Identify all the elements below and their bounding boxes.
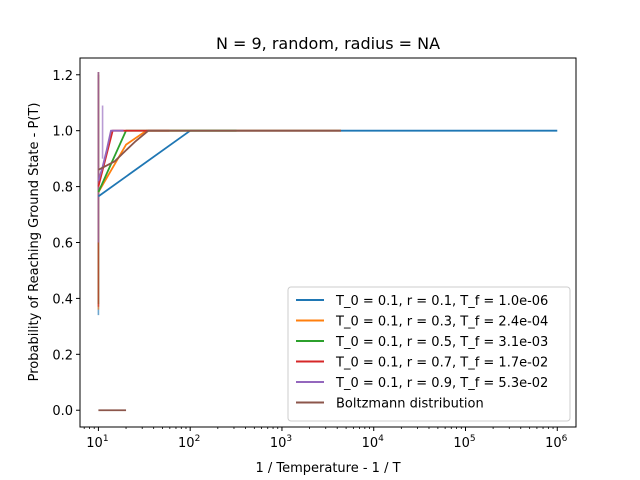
- x-tick-label: 104: [362, 434, 385, 451]
- chart-title: N = 9, random, radius = NA: [216, 34, 440, 53]
- legend-label-6: Boltzmann distribution: [336, 397, 484, 412]
- legend: T_0 = 0.1, r = 0.1, T_f = 1.0e-06 T_0 = 0…: [287, 286, 571, 422]
- y-tick-label: 0.2: [52, 348, 73, 363]
- x-tick-label: 102: [178, 434, 200, 451]
- legend-label-3: T_0 = 0.1, r = 0.5, T_f = 3.1e-03: [335, 335, 548, 350]
- legend-label-5: T_0 = 0.1, r = 0.9, T_f = 5.3e-02: [335, 376, 548, 391]
- legend-label-2: T_0 = 0.1, r = 0.3, T_f = 2.4e-04: [335, 315, 548, 330]
- x-tick-label: 103: [270, 434, 292, 451]
- series-lines: [97, 129, 558, 412]
- y-tick-label: 1.2: [52, 69, 73, 84]
- y-axis-label: Probability of Reaching Ground State - P…: [27, 103, 42, 382]
- x-tick-label: 101: [86, 434, 108, 451]
- series-6-line: [97, 129, 342, 171]
- y-tick-label: 1.0: [52, 125, 73, 140]
- y-tick-label: 0.8: [52, 181, 73, 196]
- x-axis-label: 1 / Temperature - 1 / T: [255, 461, 400, 476]
- y-tick-label: 0.0: [52, 404, 73, 419]
- plot-frame: [79, 57, 577, 428]
- y-axis-ticks: 0.0 0.2 0.4 0.6 0.8 1.0 1.2: [52, 69, 80, 419]
- legend-label-4: T_0 = 0.1, r = 0.7, T_f = 1.7e-02: [335, 356, 548, 371]
- legend-box: [287, 286, 571, 422]
- y-tick-label: 0.6: [52, 237, 73, 252]
- legend-label-1: T_0 = 0.1, r = 0.1, T_f = 1.0e-06: [335, 294, 548, 309]
- x-axis-ticks: 101 102 103 104 105 106: [83, 427, 568, 451]
- x-tick-label: 106: [545, 434, 568, 451]
- x-tick-label: 105: [453, 434, 475, 451]
- y-tick-label: 0.4: [52, 292, 73, 307]
